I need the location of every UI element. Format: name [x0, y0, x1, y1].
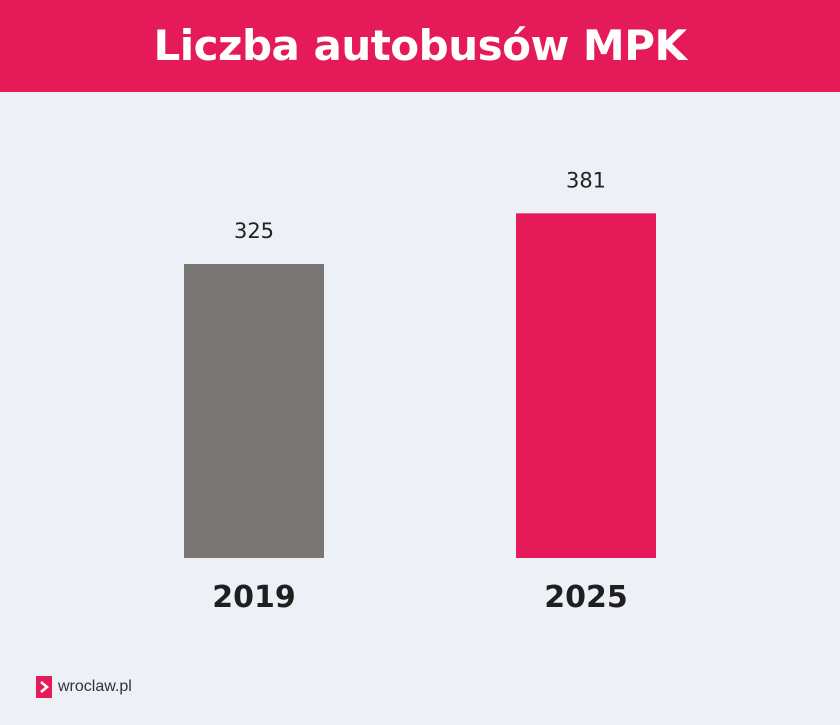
- chevron-right-icon: [36, 676, 52, 698]
- logo-text: wroclaw.pl: [58, 678, 132, 695]
- category-label-2025: 2025: [544, 580, 628, 615]
- header-banner: Liczba autobusów MPK: [0, 0, 840, 92]
- page-title: Liczba autobusów MPK: [153, 20, 687, 70]
- bar-2019: [184, 264, 324, 558]
- data-label-2019: 325: [234, 219, 274, 243]
- bar-2025: [516, 213, 656, 558]
- footer-logo[interactable]: wroclaw.pl: [36, 676, 132, 698]
- data-label-2025: 381: [566, 168, 606, 192]
- category-label-2019: 2019: [212, 580, 296, 615]
